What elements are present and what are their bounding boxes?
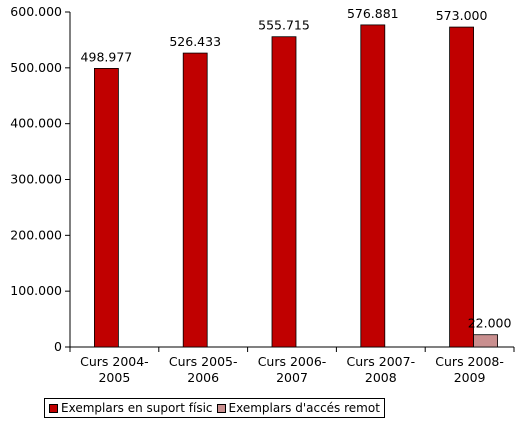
- bar-physical: [94, 68, 119, 348]
- bar-physical: [360, 24, 386, 348]
- y-tick-label: 500.000: [10, 60, 62, 75]
- legend-swatch-remote: [216, 403, 226, 413]
- bar-physical: [449, 26, 475, 348]
- y-tick-label: 100.000: [10, 283, 62, 298]
- x-tick-label: Curs 2004-: [80, 354, 149, 369]
- y-tick-label: 0: [54, 339, 62, 354]
- x-tick-label: 2009: [454, 370, 486, 385]
- legend-item-physical: Exemplars en suport físic: [49, 401, 213, 415]
- data-label-physical: 576.881: [347, 6, 399, 21]
- x-tick-label: Curs 2007-: [346, 354, 415, 369]
- legend-label-physical: Exemplars en suport físic: [61, 401, 213, 415]
- legend-label-remote: Exemplars d'accés remot: [228, 401, 380, 415]
- data-label-physical: 526.433: [169, 34, 221, 49]
- x-tick-label: Curs 2005-: [169, 354, 238, 369]
- bar-remote: [473, 334, 499, 348]
- bar-physical: [182, 52, 208, 348]
- data-label-physical: 555.715: [258, 18, 310, 33]
- x-tick-label: 2008: [365, 370, 397, 385]
- legend-item-remote: Exemplars d'accés remot: [216, 401, 380, 415]
- x-tick-label: 2005: [98, 370, 130, 385]
- bar-chart: 0 100.000 200.000 300.000 400.000 500.000 600.…: [10, 4, 515, 385]
- y-tick-label: 200.000: [10, 227, 62, 242]
- data-label-physical: 573.000: [436, 8, 488, 23]
- y-tick-label: 400.000: [10, 116, 62, 131]
- bar-physical: [271, 36, 297, 348]
- x-tick-label: Curs 2008-: [435, 354, 504, 369]
- x-tick-label: Curs 2006-: [258, 354, 327, 369]
- chart-legend: Exemplars en suport físic Exemplars d'ac…: [44, 398, 385, 418]
- legend-swatch-physical: [49, 403, 58, 413]
- data-label-physical: 498.977: [81, 49, 133, 64]
- x-tick-label: 2007: [276, 370, 308, 385]
- y-tick-label: 300.000: [10, 172, 62, 187]
- y-tick-label: 600.000: [10, 4, 62, 19]
- x-tick-label: 2006: [187, 370, 219, 385]
- data-label-remote: 22.000: [468, 316, 512, 331]
